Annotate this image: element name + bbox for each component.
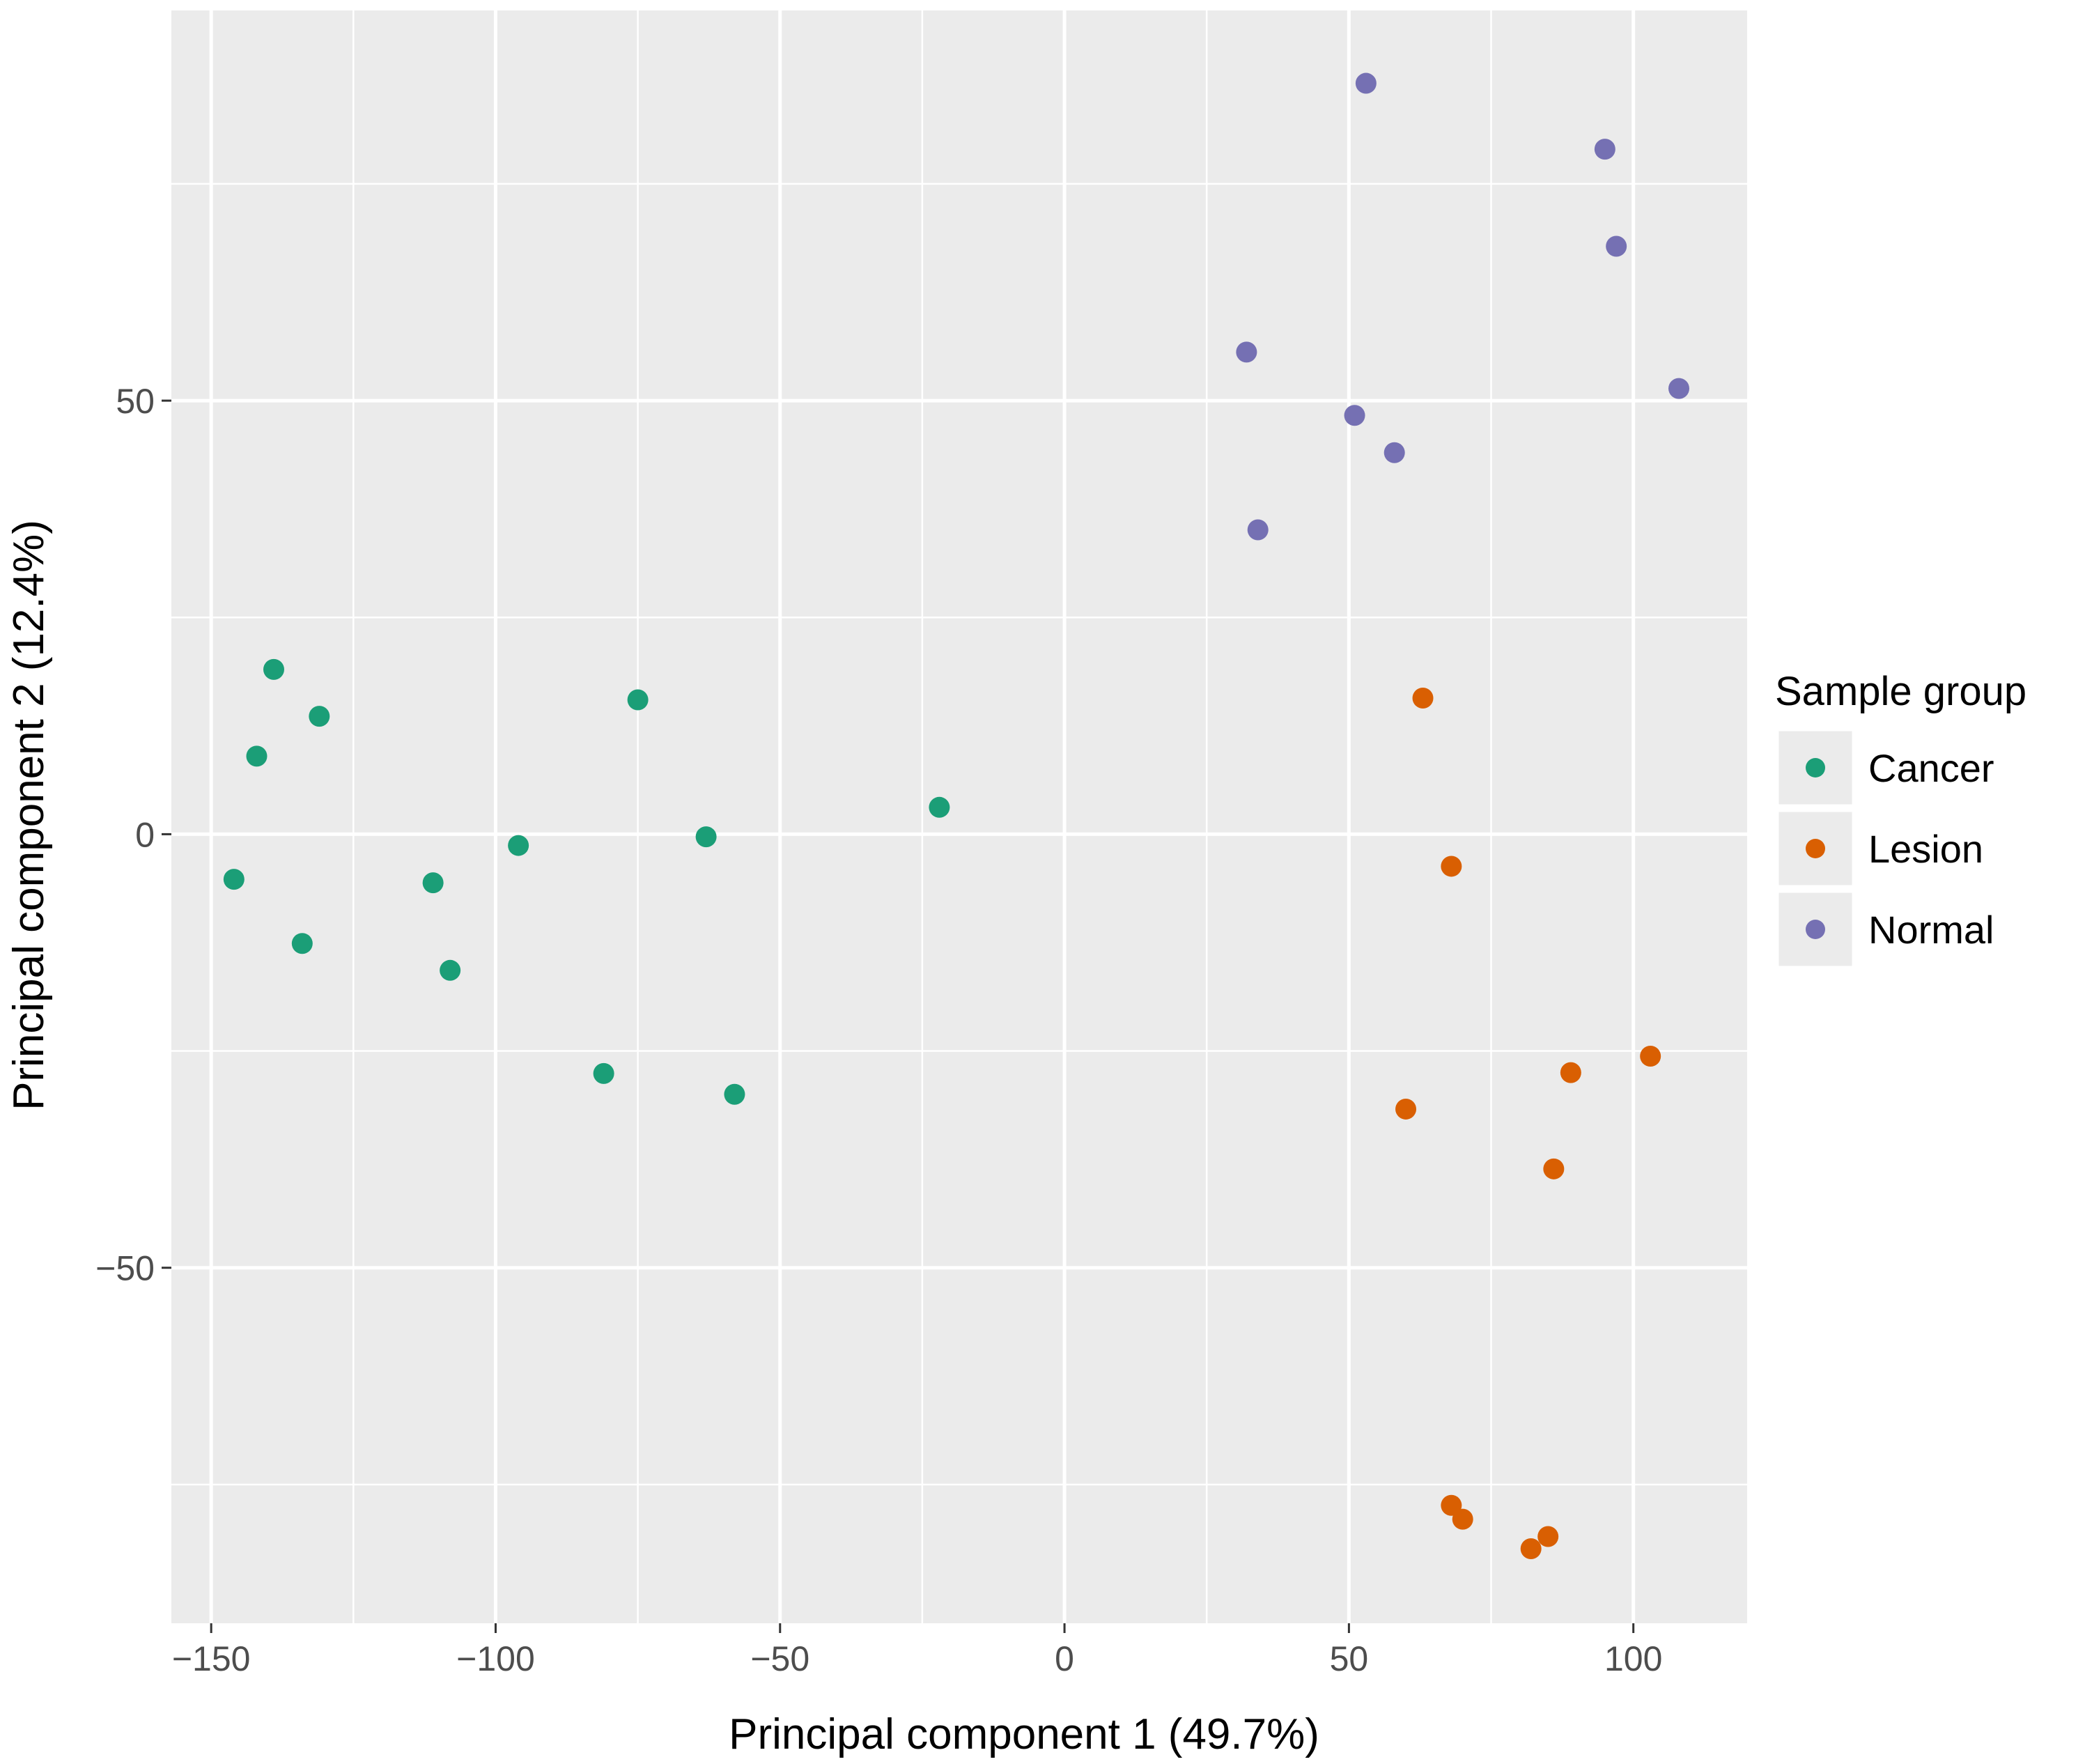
- point-lesion: [1452, 1508, 1473, 1530]
- data-points: [223, 72, 1690, 1559]
- point-lesion: [1441, 1494, 1462, 1516]
- x-tick-label: −150: [172, 1639, 251, 1678]
- point-lesion: [1640, 1046, 1661, 1067]
- y-tick-label: 50: [116, 382, 155, 421]
- point-normal: [1344, 405, 1365, 426]
- y-tick-label: −50: [95, 1249, 155, 1288]
- x-axis-title: Principal component 1 (49.7%): [729, 1710, 1319, 1758]
- legend-items: Cancer Lesion Normal: [1776, 729, 1994, 968]
- grid-minor: [171, 10, 1747, 1623]
- point-cancer: [695, 826, 717, 848]
- legend: Sample group Cancer Lesion Normal: [1775, 669, 2026, 968]
- point-cancer: [223, 869, 245, 890]
- grid-major: [171, 10, 1747, 1623]
- point-normal: [1355, 72, 1377, 94]
- legend-marker-cancer: [1806, 758, 1825, 777]
- point-cancer: [508, 835, 529, 856]
- plot-panel: [171, 10, 1747, 1623]
- point-normal: [1236, 341, 1257, 363]
- point-cancer: [291, 933, 313, 954]
- legend-marker-normal: [1806, 920, 1825, 939]
- y-axis-ticks: −50 0 50: [95, 382, 171, 1288]
- point-cancer: [246, 745, 268, 767]
- point-cancer: [422, 872, 444, 894]
- y-tick-label: 0: [135, 815, 155, 854]
- point-lesion: [1395, 1098, 1417, 1120]
- legend-marker-lesion: [1806, 839, 1825, 858]
- point-lesion: [1560, 1062, 1581, 1083]
- point-lesion: [1543, 1158, 1565, 1179]
- point-normal: [1594, 139, 1615, 160]
- point-lesion: [1441, 856, 1462, 877]
- point-normal: [1383, 442, 1405, 463]
- x-tick-label: −100: [456, 1639, 535, 1678]
- legend-label-cancer: Cancer: [1868, 746, 1994, 790]
- point-cancer: [263, 658, 284, 680]
- point-normal: [1668, 378, 1690, 399]
- point-cancer: [440, 959, 461, 981]
- legend-key-normal: [1776, 890, 1854, 968]
- point-cancer: [724, 1083, 745, 1105]
- point-normal: [1247, 519, 1269, 541]
- legend-label-normal: Normal: [1868, 908, 1994, 952]
- x-axis-ticks: −150 −100 −50 0 50 100: [172, 1623, 1662, 1678]
- point-lesion: [1520, 1538, 1542, 1559]
- legend-label-lesion: Lesion: [1868, 827, 1983, 871]
- x-tick-label: 100: [1604, 1639, 1662, 1678]
- point-cancer: [593, 1062, 614, 1084]
- point-normal: [1606, 235, 1627, 257]
- x-tick-label: 0: [1055, 1639, 1074, 1678]
- point-cancer: [627, 689, 649, 711]
- legend-title: Sample group: [1775, 669, 2026, 714]
- x-tick-label: 50: [1330, 1639, 1369, 1678]
- point-cancer: [929, 796, 950, 818]
- x-tick-label: −50: [750, 1639, 809, 1678]
- point-lesion: [1537, 1526, 1559, 1547]
- point-lesion: [1412, 687, 1434, 709]
- y-axis-title: Principal component 2 (12.4%): [5, 520, 53, 1111]
- point-cancer: [309, 706, 330, 727]
